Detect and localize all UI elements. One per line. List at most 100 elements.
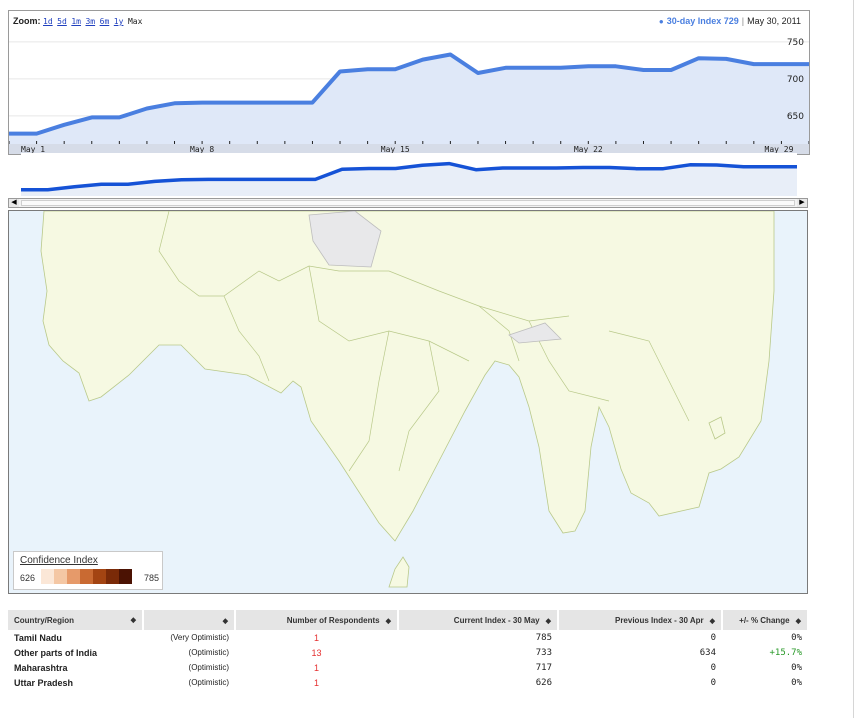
- legend-series-name: 30-day Index: [666, 16, 722, 26]
- geo-map[interactable]: Confidence Index 626 785: [8, 210, 808, 594]
- legend-dot-icon: ●: [658, 17, 664, 26]
- x-tick-label: May 29: [765, 145, 794, 154]
- x-axis-band: [9, 144, 809, 154]
- row-current-index: 626: [535, 677, 552, 688]
- land-island: [708, 416, 726, 440]
- scroll-left-icon[interactable]: ◀: [9, 199, 19, 207]
- legend-separator: |: [741, 16, 745, 26]
- row-region: Maharashtra: [14, 662, 68, 673]
- header-previous-index[interactable]: Previous Index - 30 Apr ◆: [558, 610, 723, 630]
- row-change: 0%: [791, 662, 802, 673]
- header-respondents-label: Number of Respondents: [286, 615, 380, 625]
- land-region: [40, 211, 775, 542]
- row-previous-index: 0: [710, 677, 716, 688]
- row-previous-index: 0: [710, 632, 716, 643]
- header-change[interactable]: +/- % Change ◆: [722, 610, 809, 630]
- header-change-label: +/- % Change: [739, 615, 790, 625]
- scrollbar-thumb[interactable]: [21, 200, 795, 206]
- timeline-chart: May 1 May 8 May 15 May 22 May 29 750 700 650 Zo…: [8, 10, 810, 155]
- range-scrollbar[interactable]: ◀ ▶: [8, 198, 808, 208]
- sort-icon: ◆: [545, 617, 551, 625]
- ramp-swatch: [80, 569, 93, 584]
- sort-icon: ◆: [795, 617, 801, 625]
- map-svg: [40, 211, 775, 588]
- row-change: 0%: [791, 677, 802, 688]
- row-current-index: 733: [535, 647, 552, 658]
- zoom-1d-link[interactable]: 1d: [43, 17, 53, 26]
- map-legend-max: 785: [144, 573, 160, 583]
- zoom-5d-link[interactable]: 5d: [57, 17, 67, 26]
- range-overview[interactable]: [21, 153, 797, 198]
- x-tick-label: May 15: [381, 145, 410, 154]
- disputed-region: [308, 211, 382, 268]
- series-line: [9, 52, 809, 136]
- sort-icon: ◆: [709, 617, 715, 625]
- legend-date: May 30, 2011: [747, 16, 801, 26]
- row-respondents: 1: [313, 677, 319, 688]
- page-right-rule: [853, 0, 854, 718]
- series-area: [9, 54, 809, 144]
- map-legend-min: 626: [20, 573, 36, 583]
- table-row[interactable]: Other parts of India (Optimistic) 13 733…: [8, 645, 808, 660]
- ramp-swatch: [41, 569, 54, 584]
- row-region: Other parts of India: [14, 647, 98, 658]
- timeline-plot: May 1 May 8 May 15 May 22 May 29 750 700 650: [9, 38, 809, 154]
- header-country-region[interactable]: Country/Region ◆: [8, 610, 144, 630]
- row-label: (Optimistic): [188, 648, 229, 657]
- row-label: (Optimistic): [188, 663, 229, 672]
- table-row[interactable]: Uttar Pradesh (Optimistic) 1 626 0 0%: [8, 675, 808, 690]
- header-current-index-label: Current Index - 30 May: [453, 615, 540, 625]
- region-table: Country/Region ◆ ◆ Number of Respondents ◆…: [8, 610, 809, 690]
- row-current-index: 785: [535, 632, 552, 643]
- row-change: +15.7%: [769, 647, 802, 658]
- row-previous-index: 0: [710, 662, 716, 673]
- ramp-swatch: [93, 569, 106, 584]
- row-label: (Optimistic): [188, 678, 229, 687]
- series-legend: ● 30-day Index 729 | May 30, 2011: [659, 16, 801, 26]
- x-tick-label: May 1: [21, 145, 45, 154]
- map-legend-title: Confidence Index: [20, 555, 98, 566]
- overview-line: [21, 161, 797, 192]
- row-region: Uttar Pradesh: [14, 677, 74, 688]
- header-label-column[interactable]: ◆: [143, 610, 236, 630]
- color-ramp: [41, 569, 132, 584]
- table-row[interactable]: Tamil Nadu (Very Optimistic) 1 785 0 0%: [8, 630, 808, 645]
- row-region: Tamil Nadu: [14, 632, 62, 643]
- ramp-swatch: [54, 569, 67, 584]
- sort-icon: ◆: [130, 616, 136, 624]
- ramp-swatch: [119, 569, 132, 584]
- zoom-bar: Zoom: 1d 5d 1m 3m 6m 1y Max: [13, 16, 144, 26]
- map-legend: Confidence Index 626 785: [13, 551, 163, 590]
- header-country-region-label: Country/Region: [14, 615, 74, 625]
- zoom-label: Zoom:: [13, 16, 41, 26]
- zoom-1m-link[interactable]: 1m: [71, 17, 81, 26]
- legend-series-value: 729: [723, 16, 739, 26]
- row-label: (Very Optimistic): [170, 633, 229, 642]
- zoom-3m-link[interactable]: 3m: [85, 17, 96, 26]
- y-tick-label: 750: [787, 38, 804, 48]
- header-previous-index-label: Previous Index - 30 Apr: [614, 615, 704, 625]
- zoom-6m-link[interactable]: 6m: [99, 17, 110, 26]
- header-respondents[interactable]: Number of Respondents ◆: [235, 610, 399, 630]
- sort-icon: ◆: [222, 617, 228, 625]
- y-tick-label: 650: [787, 112, 804, 122]
- row-previous-index: 634: [699, 647, 716, 658]
- row-respondents: 1: [313, 632, 319, 643]
- zoom-1y-link[interactable]: 1y: [113, 17, 124, 26]
- scroll-right-icon[interactable]: ▶: [797, 199, 807, 207]
- x-tick-label: May 22: [574, 145, 603, 154]
- row-current-index: 717: [535, 662, 552, 673]
- disputed-region: [508, 322, 562, 344]
- table-row[interactable]: Maharashtra (Optimistic) 1 717 0 0%: [8, 660, 808, 675]
- y-tick-label: 700: [787, 75, 804, 85]
- ramp-swatch: [106, 569, 119, 584]
- row-respondents: 13: [311, 647, 322, 658]
- row-respondents: 1: [313, 662, 319, 673]
- overview-area: [21, 163, 797, 196]
- header-current-index[interactable]: Current Index - 30 May ◆: [398, 610, 559, 630]
- ramp-swatch: [67, 569, 80, 584]
- zoom-max-link[interactable]: Max: [127, 17, 143, 26]
- land-island: [388, 556, 410, 588]
- row-change: 0%: [791, 632, 802, 643]
- x-tick-label: May 8: [190, 145, 214, 154]
